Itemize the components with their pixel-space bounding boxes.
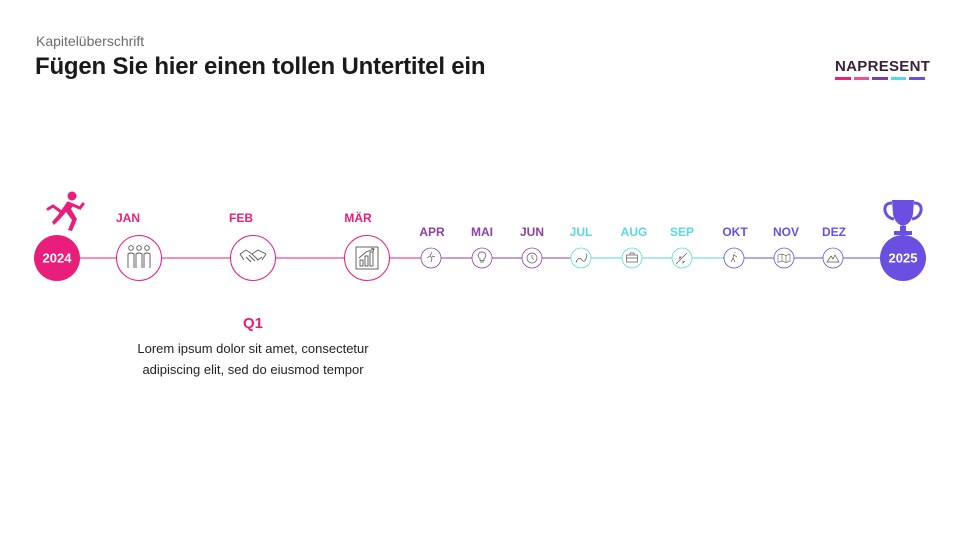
month-label-jun: JUN — [519, 225, 545, 239]
month-node-okt — [723, 247, 745, 269]
start-year-circle — [34, 235, 80, 281]
quarter-title: Q1 — [242, 315, 264, 332]
month-label-feb: FEB — [229, 211, 253, 225]
briefcase-icon — [626, 252, 638, 263]
month-label-jul: JUL — [569, 225, 593, 239]
rocket-icon — [675, 252, 688, 265]
month-label-nov: NOV — [772, 225, 800, 239]
month-node-jun — [521, 247, 543, 269]
quarter-description: Lorem ipsum dolor sit amet, consectetur … — [137, 341, 369, 377]
logo-bar — [909, 77, 925, 80]
logo-bar — [835, 77, 851, 80]
end-year-label: 2025 — [888, 250, 918, 266]
chapter-heading: Kapitelüberschrift — [36, 33, 145, 49]
start-year-label: 2024 — [42, 250, 72, 266]
month-label-sep: SEP — [669, 225, 695, 239]
month-node-apr — [420, 247, 442, 269]
month-label-dez: DEZ — [822, 225, 846, 239]
month-label-apr: APR — [419, 225, 445, 239]
month-node-jul — [570, 247, 592, 269]
logo-bar — [872, 77, 888, 80]
month-label-jan: JAN — [115, 211, 141, 225]
page-title: Fügen Sie hier einen tollen Untertitel e… — [35, 53, 486, 80]
clock-icon — [526, 252, 538, 264]
month-node-dez — [822, 247, 844, 269]
runner-icon — [426, 251, 436, 263]
growth-chart-icon — [355, 246, 379, 270]
mountain-icon — [826, 254, 840, 263]
brand-logo: NAPRESENT — [835, 58, 931, 84]
handshake-icon — [239, 249, 267, 263]
month-label-mar: MÄR — [344, 211, 372, 225]
month-node-jan — [116, 235, 162, 281]
trophy-icon — [883, 200, 923, 235]
route-icon — [575, 253, 588, 263]
map-icon — [777, 253, 791, 263]
logo-color-bars — [835, 77, 927, 80]
team-icon — [127, 245, 151, 268]
month-node-mar — [344, 235, 390, 281]
month-label-aug: AUG — [620, 225, 648, 239]
month-node-feb — [230, 235, 276, 281]
bulb-icon — [477, 251, 487, 263]
running-person-icon — [46, 191, 85, 231]
month-node-nov — [773, 247, 795, 269]
logo-bar — [853, 77, 870, 80]
month-label-mai: MAI — [471, 225, 493, 239]
end-year-circle — [880, 235, 926, 281]
logo-bar — [890, 77, 907, 80]
month-node-sep — [671, 247, 693, 269]
logo-text: NAPRESENT — [835, 58, 931, 75]
month-node-aug — [621, 247, 643, 269]
walker-icon — [730, 252, 738, 263]
month-node-mai — [471, 247, 493, 269]
month-label-okt: OKT — [722, 225, 748, 239]
